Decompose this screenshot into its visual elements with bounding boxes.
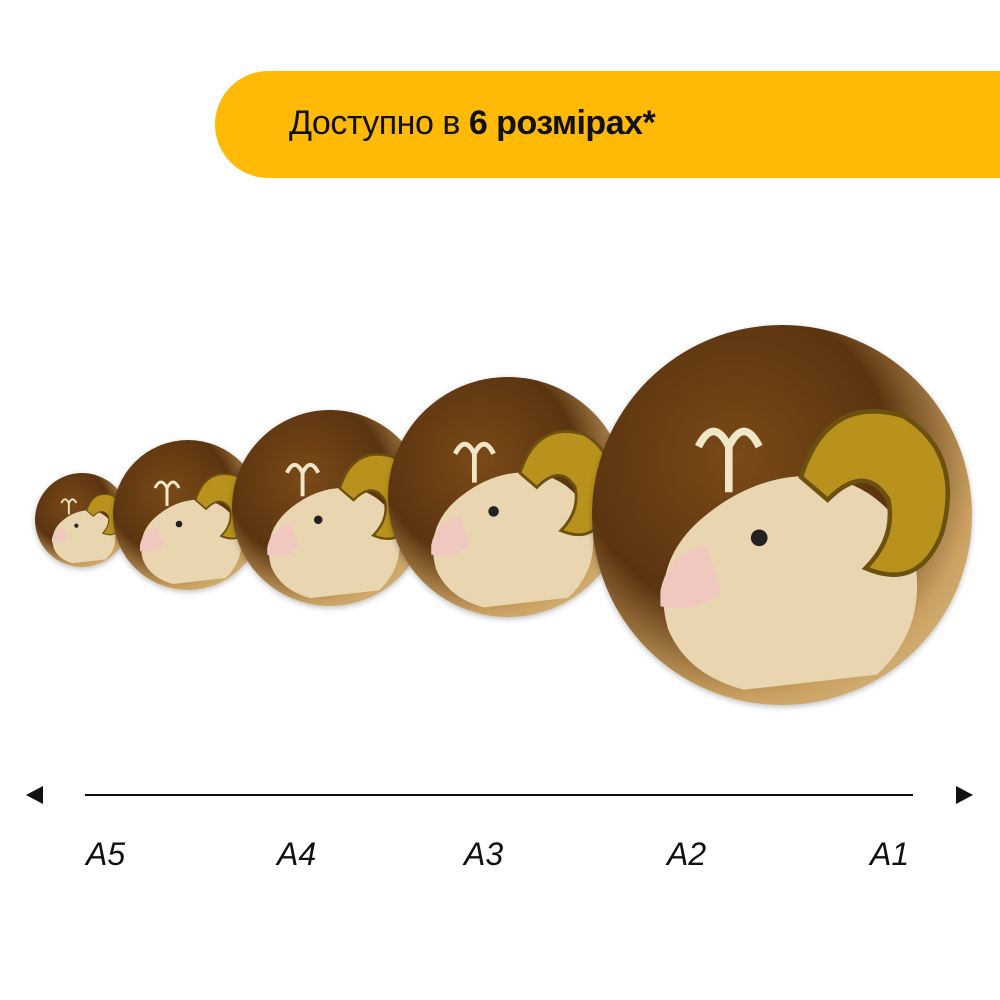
puzzle-image-a2 (388, 377, 628, 617)
size-label-a1: A1 (870, 836, 910, 872)
banner-text-bold: 6 розмірах* (468, 104, 656, 142)
size-label-a4: A4 (277, 836, 317, 872)
banner-title: Доступно в 6 розмірах* (289, 104, 656, 143)
banner (215, 71, 1000, 178)
banner-text-regular: Доступно в (289, 104, 469, 142)
arrow-left-icon (26, 786, 43, 804)
size-label-a3: A3 (464, 836, 504, 872)
puzzle-image-a1 (592, 325, 972, 705)
arrow-right-icon (956, 786, 973, 804)
size-axis-line (85, 794, 913, 796)
size-label-a5: A5 (86, 836, 126, 872)
size-label-a2: A2 (667, 836, 707, 872)
